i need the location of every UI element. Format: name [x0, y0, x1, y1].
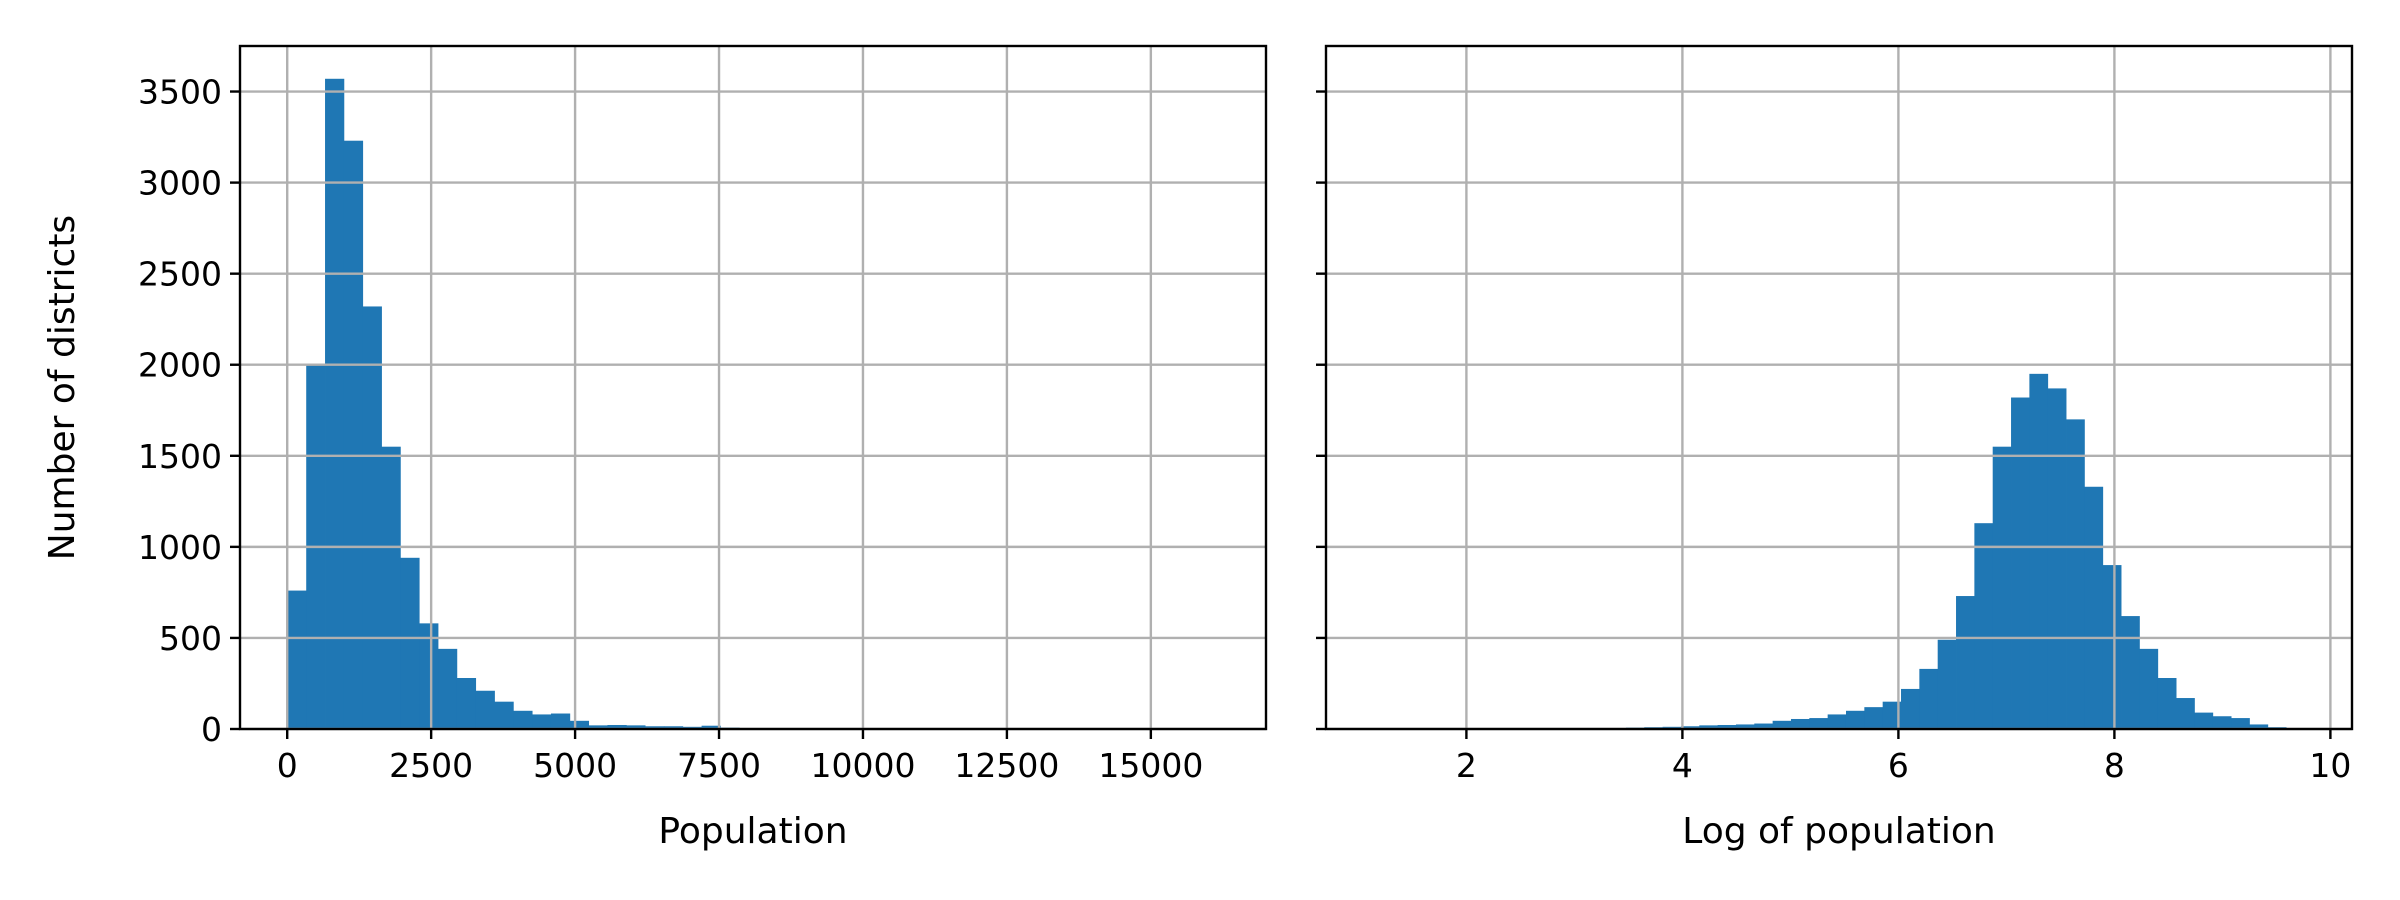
log-population-histogram-panel: 2 4 6 8 10 Log of population: [1316, 44, 2354, 852]
histogram-bar: [663, 726, 684, 729]
x-tick-label: 6: [1888, 746, 1909, 785]
histogram-bar: [2121, 616, 2140, 729]
x-tick-label: 5000: [533, 746, 617, 785]
histogram-bar: [381, 446, 401, 729]
histogram-bar: [438, 648, 458, 729]
histogram-bar: [2066, 419, 2085, 729]
y-tick-label: 1000: [138, 528, 222, 567]
histogram-bar: [2194, 712, 2214, 729]
histogram-bar: [1827, 714, 1847, 729]
histogram-bar: [1974, 523, 1994, 729]
histogram-bar: [1901, 688, 1920, 729]
histogram-bar: [701, 725, 721, 729]
histogram-bar: [475, 690, 495, 729]
histogram-bar: [1735, 724, 1755, 729]
histogram-bar: [362, 306, 382, 729]
plot-frame: [238, 44, 1268, 731]
histogram-bar: [1809, 718, 1829, 729]
histogram-bar: [2212, 716, 2232, 729]
y-tick-label: 3500: [138, 73, 222, 112]
x-tick-label: 2500: [389, 746, 473, 785]
x-tick-label: 4: [1672, 746, 1693, 785]
histogram-bar: [325, 78, 345, 729]
histogram-bar: [626, 725, 646, 729]
x-tick-label: 10: [2309, 746, 2351, 785]
histogram-bar: [588, 725, 608, 729]
histogram-bar: [1717, 724, 1737, 729]
histogram-bar: [2157, 678, 2177, 729]
histogram-bar: [1992, 446, 2012, 729]
histogram-bar: [1956, 596, 1975, 729]
histogram-bar: [494, 701, 514, 729]
y-tick-label: 500: [159, 619, 222, 658]
population-histogram-panel: 0 2500 5000 7500 10000 12500 15000 0 500 1000 1500…: [42, 44, 1268, 852]
histogram-bar: [513, 710, 533, 729]
histogram-bar: [1680, 726, 1700, 729]
histogram-bar: [287, 590, 307, 729]
y-axis-label: Number of districts: [42, 215, 83, 560]
histogram-bar: [2176, 698, 2195, 729]
histogram-bar: [569, 720, 590, 729]
histogram-bar: [1754, 723, 1774, 729]
histogram-bar: [1772, 720, 1792, 729]
histogram-bar: [2139, 648, 2159, 729]
histogram-bar: [1919, 668, 1939, 729]
histogram-bar: [1864, 707, 1884, 729]
histogram-bar: [532, 714, 552, 729]
y-tick-label: 3000: [138, 164, 222, 203]
histogram-bar: [2249, 724, 2269, 729]
histogram-bar: [2047, 388, 2067, 729]
x-tick-label: 7500: [677, 746, 761, 785]
x-axis-label: Log of population: [1682, 811, 1995, 852]
x-tick-label: 12500: [954, 746, 1059, 785]
histogram-bar: [2084, 486, 2104, 729]
histogram-bar: [1845, 710, 1865, 729]
x-axis-label: Population: [658, 811, 847, 852]
histogram-bar: [2102, 565, 2122, 729]
histogram-bar: [419, 623, 439, 729]
histogram-bar: [1790, 718, 1810, 729]
histogram-bar: [1882, 701, 1902, 729]
x-tick-label: 0: [277, 746, 298, 785]
histogram-bar: [607, 724, 627, 729]
y-tick-label: 2000: [138, 346, 222, 385]
histogram-bar: [550, 713, 571, 729]
x-tick-label: 15000: [1098, 746, 1203, 785]
y-tick-label: 0: [201, 710, 222, 749]
histogram-bar: [400, 557, 420, 729]
histogram-bar: [343, 140, 364, 729]
x-tick-label: 2: [1456, 746, 1477, 785]
histogram-bar: [1937, 639, 1957, 729]
histogram-bar: [456, 678, 477, 729]
plot-frame: [1324, 44, 2354, 731]
y-tick-label: 2500: [138, 255, 222, 294]
histogram-bar: [645, 726, 665, 729]
y-tick-label: 1500: [138, 437, 222, 476]
x-tick-label: 8: [2104, 746, 2125, 785]
histogram-bar: [2011, 397, 2030, 729]
histogram-bar: [2231, 718, 2250, 729]
histogram-bar: [2029, 373, 2049, 729]
x-tick-label: 10000: [810, 746, 915, 785]
histogram-bar: [1699, 725, 1719, 729]
